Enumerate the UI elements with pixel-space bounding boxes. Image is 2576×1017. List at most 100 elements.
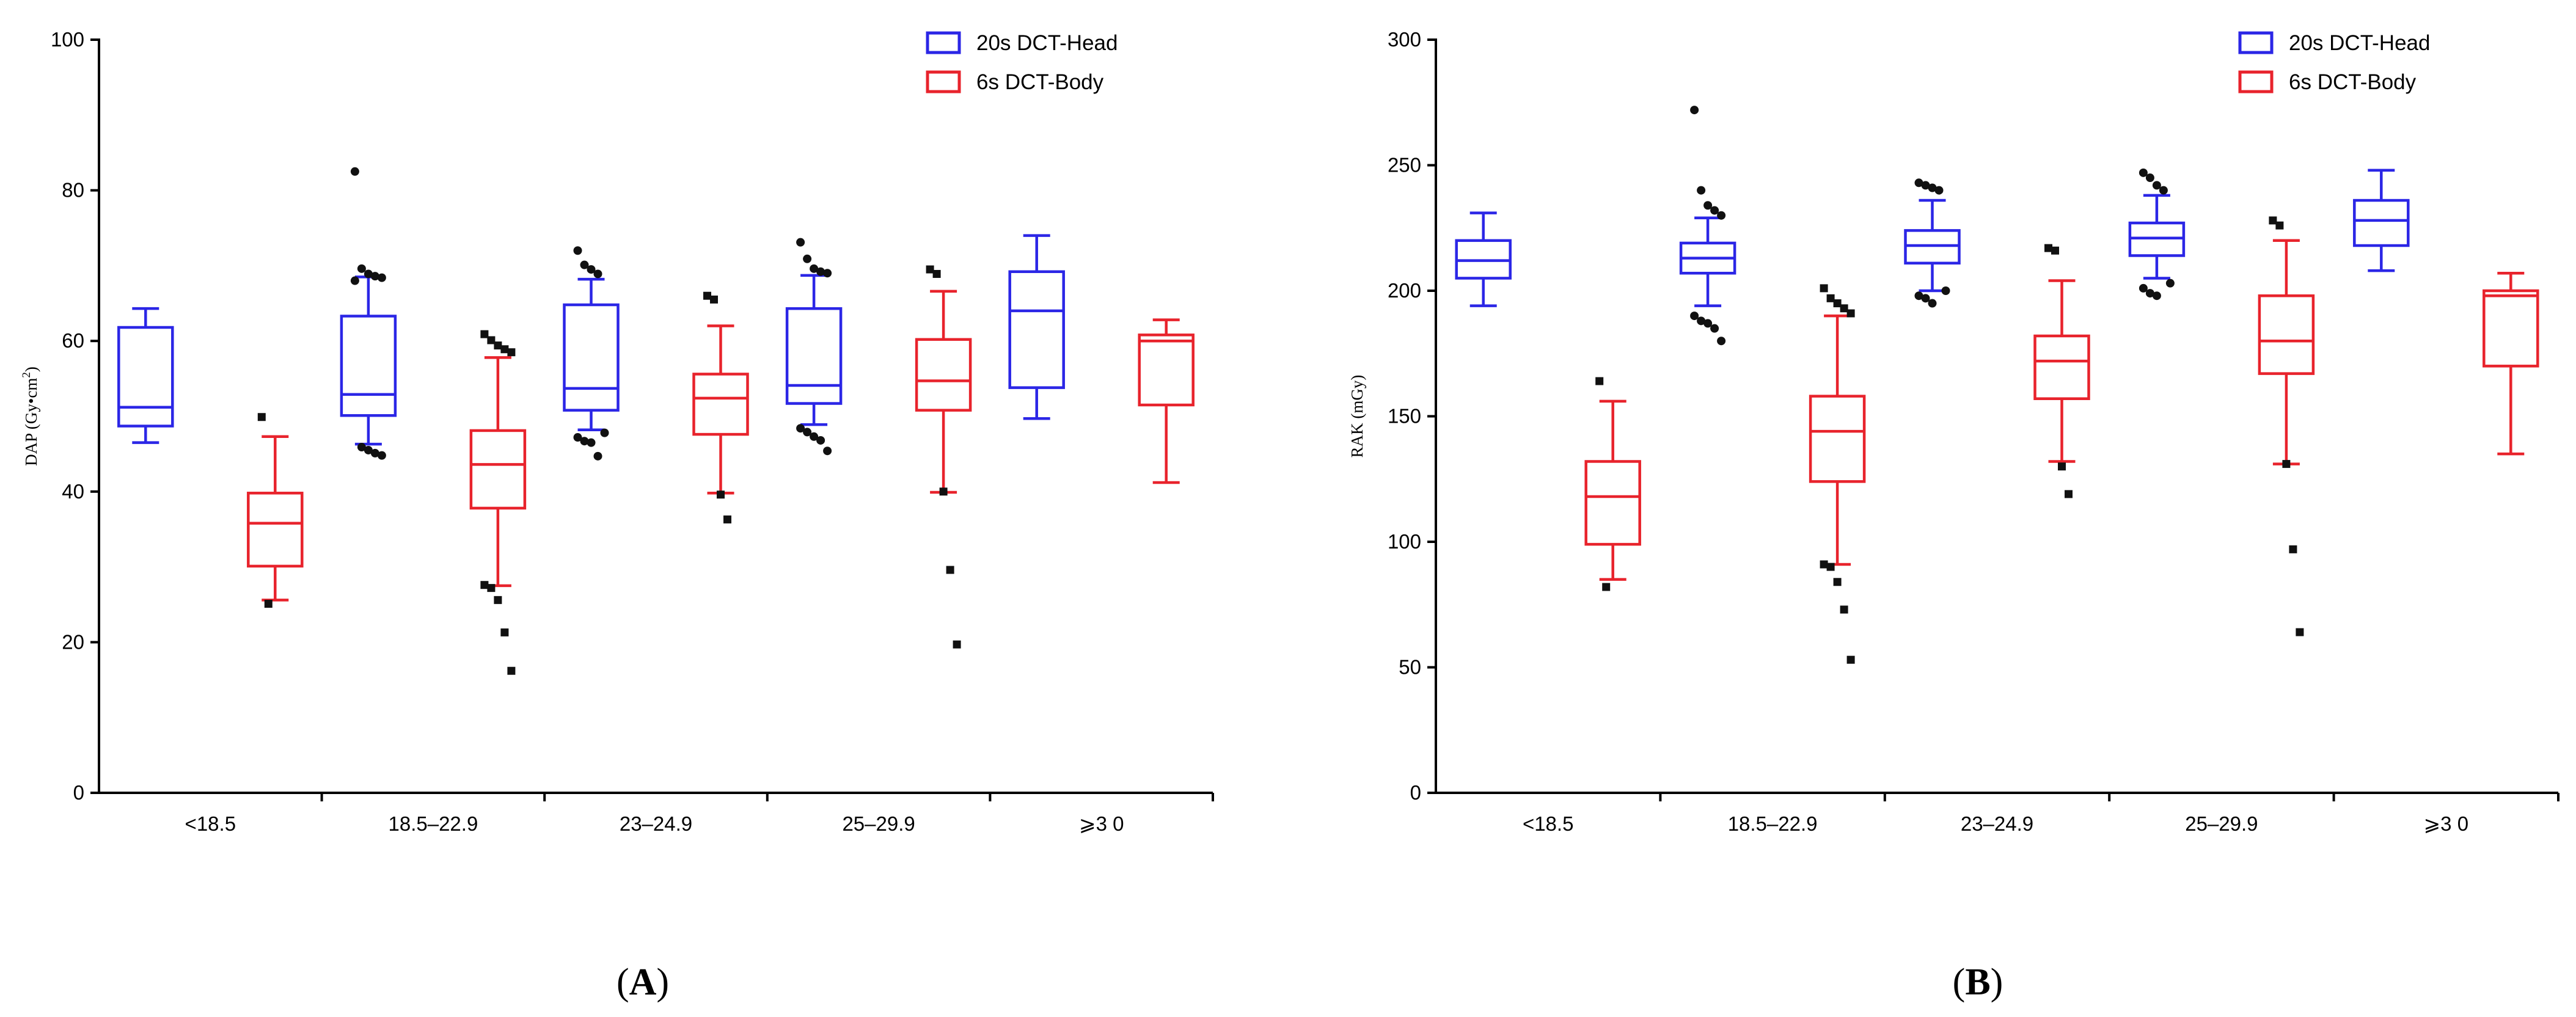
outlier-point: [377, 273, 386, 282]
y-tick-label: 300: [1388, 28, 1421, 51]
outlier-point: [816, 436, 825, 445]
outlier-point: [2145, 289, 2154, 298]
outlier-point: [1717, 211, 1726, 220]
outlier-point: [593, 269, 602, 279]
x-tick-label: 23–24.9: [1961, 812, 2033, 835]
box-iqr: [1138, 334, 1195, 407]
y-axis-label: DAP (Gy•cm2): [20, 366, 40, 466]
y-tick-label: 100: [1388, 530, 1421, 553]
x-tick-label: 18.5–22.9: [388, 812, 478, 835]
outlier-point: [364, 269, 373, 279]
outlier-point: [1826, 294, 1835, 302]
x-tick-label: <18.5: [185, 812, 236, 835]
box-body: [1138, 318, 1195, 484]
x-tick-label: 18.5–22.9: [1728, 812, 1818, 835]
outlier-point: [810, 264, 819, 273]
outlier-point: [357, 443, 366, 452]
outlier-point: [803, 254, 812, 263]
y-tick-label: 0: [1410, 781, 1421, 804]
panel-label: (B): [1953, 961, 2003, 1003]
box-iqr: [563, 303, 620, 412]
panel-label-letter: A: [629, 961, 657, 1003]
outlier-point: [370, 448, 379, 457]
legend-swatch: [2238, 70, 2274, 93]
outlier-point: [500, 345, 509, 354]
outlier-point: [2152, 181, 2161, 190]
y-axis-label-sup: 2: [20, 372, 33, 378]
outlier-point: [1914, 291, 1923, 301]
outlier-point: [796, 424, 805, 433]
outlier-point: [2269, 216, 2277, 225]
box-iqr: [469, 429, 527, 510]
outlier-point: [573, 246, 582, 255]
outlier-point: [1690, 312, 1699, 321]
box-head: [2353, 169, 2410, 272]
box-body: [2483, 271, 2539, 456]
box-iqr: [785, 307, 843, 405]
box-body: [469, 330, 527, 675]
legend-swatch: [2238, 31, 2274, 54]
box-iqr: [2353, 199, 2410, 247]
box-body: [2258, 216, 2315, 636]
outlier-point: [2159, 186, 2168, 195]
box-body: [247, 413, 304, 608]
outlier-point: [1703, 319, 1713, 328]
outlier-point: [264, 600, 273, 608]
outlier-point: [1833, 578, 1842, 586]
legend-swatch: [926, 70, 961, 93]
outlier-point: [717, 490, 725, 499]
outlier-point: [480, 330, 489, 338]
box-iqr: [2483, 289, 2539, 368]
outlier-point: [1595, 377, 1604, 385]
outlier-point: [2145, 173, 2154, 183]
outlier-point: [370, 272, 379, 281]
outlier-point: [487, 336, 496, 344]
box-iqr: [915, 338, 972, 412]
y-tick-label: 0: [73, 781, 84, 804]
outlier-point: [1941, 286, 1950, 295]
outlier-point: [500, 628, 509, 636]
box-body: [915, 265, 972, 649]
panel-label-close: ): [656, 961, 669, 1003]
outlier-point: [2139, 283, 2148, 293]
outlier-point: [1840, 605, 1848, 614]
box-body: [1809, 284, 1866, 664]
outlier-point: [796, 238, 805, 247]
outlier-point: [2152, 291, 2161, 301]
y-axis-label-close: ): [22, 366, 40, 372]
box-head: [117, 307, 174, 444]
outlier-point: [823, 447, 832, 456]
outlier-point: [1928, 299, 1937, 308]
outlier-point: [1826, 563, 1835, 571]
outlier-point: [350, 276, 359, 285]
outlier-point: [926, 265, 934, 274]
y-tick-label: 250: [1388, 154, 1421, 177]
x-tick-label: ⩾3 0: [2424, 812, 2469, 835]
outlier-point: [1820, 560, 1828, 569]
legend-swatch: [926, 31, 961, 54]
box-iqr: [1584, 460, 1641, 546]
outlier-point: [939, 487, 948, 496]
outlier-point: [494, 596, 502, 604]
outlier-point: [2289, 545, 2297, 553]
outlier-point: [2139, 168, 2148, 177]
box-head: [563, 246, 620, 461]
outlier-point: [953, 640, 961, 649]
outlier-point: [377, 451, 386, 460]
outlier-point: [1710, 324, 1719, 333]
outlier-point: [600, 428, 609, 437]
box-body: [2033, 244, 2090, 498]
outlier-point: [1921, 181, 1930, 190]
y-axis-label: RAK (mGy): [1348, 375, 1366, 458]
outlier-point: [2275, 221, 2284, 230]
outlier-point: [703, 291, 711, 300]
y-tick-label: 200: [1388, 279, 1421, 302]
x-tick-label: ⩾3 0: [1079, 812, 1124, 835]
outlier-point: [932, 269, 941, 278]
outlier-point: [1840, 304, 1848, 313]
outlier-point: [1914, 178, 1923, 188]
outlier-point: [1921, 294, 1930, 303]
box-head: [1679, 106, 1736, 346]
box-iqr: [247, 492, 304, 568]
